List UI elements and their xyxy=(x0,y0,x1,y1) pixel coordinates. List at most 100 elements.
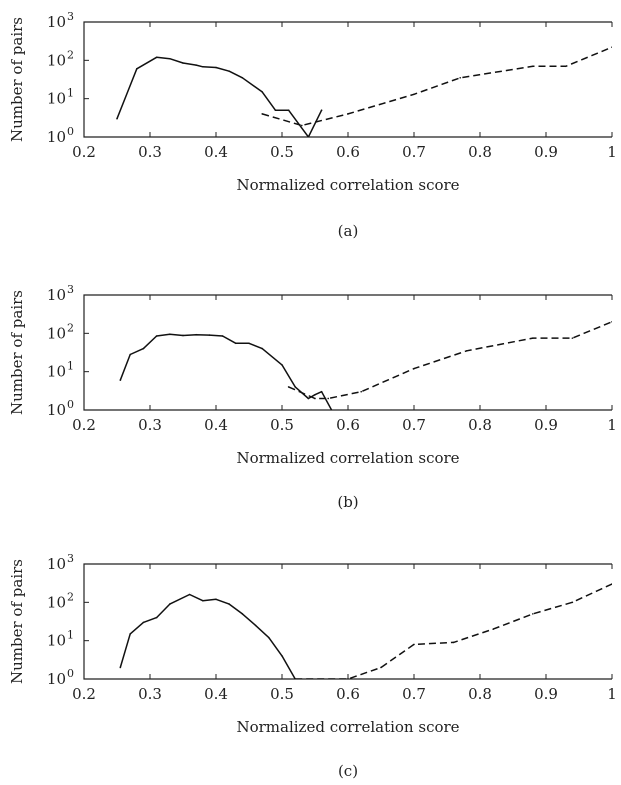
x-tick-label: 0.7 xyxy=(402,416,426,434)
y-tick-exponent: 0 xyxy=(67,667,74,680)
y-tick-label: 10 xyxy=(47,632,66,650)
y-tick-exponent: 1 xyxy=(67,87,74,100)
x-tick-label: 0.2 xyxy=(72,143,96,161)
data-point xyxy=(261,347,264,350)
y-tick-exponent: 2 xyxy=(67,590,74,603)
x-axis-label: Normalized correlation score xyxy=(236,718,459,736)
x-tick-label: 0.2 xyxy=(72,416,96,434)
data-point xyxy=(268,636,270,639)
data-point xyxy=(294,386,297,388)
data-point xyxy=(611,320,612,323)
data-point xyxy=(129,353,131,356)
x-tick-label: 0.5 xyxy=(270,416,294,434)
data-point xyxy=(360,390,363,393)
x-tick-label: 0.7 xyxy=(402,143,426,161)
dashed-series-line xyxy=(261,46,612,127)
data-point xyxy=(155,335,158,337)
y-tick-label: 10 xyxy=(47,51,66,69)
axes-frame xyxy=(83,563,612,680)
data-point xyxy=(492,628,495,630)
y-tick-exponent: 3 xyxy=(67,283,74,296)
data-point xyxy=(314,393,316,396)
x-axis-label: Normalized correlation score xyxy=(236,449,459,467)
data-point xyxy=(281,655,283,657)
data-point xyxy=(466,350,468,352)
y-tick-label: 10 xyxy=(47,324,66,342)
x-tick-label: 0.8 xyxy=(468,416,492,434)
x-tick-label: 0.3 xyxy=(138,685,162,703)
solid-series-line xyxy=(119,593,296,679)
data-point xyxy=(241,613,244,615)
x-tick-label: 0.8 xyxy=(468,143,492,161)
data-point xyxy=(195,333,197,336)
data-point xyxy=(221,335,224,337)
data-point xyxy=(565,65,567,68)
data-point xyxy=(202,65,204,68)
y-tick-label: 10 xyxy=(47,670,66,688)
y-axis-label: Number of pairs xyxy=(8,17,26,142)
data-point xyxy=(287,386,290,388)
y-tick-exponent: 1 xyxy=(67,360,74,373)
x-tick-label: 0.2 xyxy=(72,685,96,703)
data-point xyxy=(155,616,158,619)
x-tick-label: 1 xyxy=(607,685,617,703)
y-tick-label: 10 xyxy=(47,555,66,573)
data-point xyxy=(413,643,415,646)
data-point xyxy=(281,364,283,366)
data-point xyxy=(571,337,574,339)
y-axis-label: Number of pairs xyxy=(8,559,26,684)
solid-series-line xyxy=(116,56,323,137)
y-tick-label: 10 xyxy=(47,593,66,611)
data-point xyxy=(611,583,612,585)
data-point xyxy=(228,70,230,73)
data-point xyxy=(215,66,217,69)
y-axis-label: Number of pairs xyxy=(8,290,26,415)
data-point xyxy=(215,598,217,601)
y-tick-label: 10 xyxy=(47,286,66,304)
data-point xyxy=(202,599,204,602)
x-tick-label: 0.9 xyxy=(534,685,558,703)
data-point xyxy=(261,113,264,115)
data-point xyxy=(169,603,171,605)
data-point xyxy=(208,334,211,336)
data-point xyxy=(169,333,171,335)
x-tick-label: 0.6 xyxy=(336,416,360,434)
solid-series-line xyxy=(119,333,333,410)
x-axis-label: Normalized correlation score xyxy=(236,176,459,194)
y-tick-exponent: 2 xyxy=(67,48,74,61)
data-point xyxy=(532,613,534,615)
y-tick-exponent: 1 xyxy=(67,629,74,642)
x-tick-label: 0.3 xyxy=(138,416,162,434)
data-point xyxy=(182,334,184,337)
data-point xyxy=(413,93,415,96)
data-point xyxy=(274,109,277,112)
data-point xyxy=(347,113,349,115)
x-tick-label: 0.9 xyxy=(534,143,558,161)
y-tick-exponent: 2 xyxy=(67,321,74,334)
data-point xyxy=(142,621,145,624)
data-point xyxy=(169,57,171,60)
data-point xyxy=(287,109,290,112)
axes-frame xyxy=(83,21,612,138)
data-point xyxy=(248,342,250,345)
x-tick-label: 0.5 xyxy=(270,143,294,161)
data-point xyxy=(327,397,330,400)
panel-label: (a) xyxy=(338,222,359,240)
y-tick-label: 10 xyxy=(47,128,66,146)
y-tick-label: 10 xyxy=(47,13,66,31)
data-point xyxy=(307,136,310,137)
data-point xyxy=(413,367,415,370)
data-point xyxy=(182,62,184,64)
data-point xyxy=(261,91,264,93)
data-point xyxy=(294,678,296,679)
x-tick-label: 0.9 xyxy=(534,416,558,434)
data-point xyxy=(380,666,382,669)
x-tick-label: 0.8 xyxy=(468,685,492,703)
data-point xyxy=(452,641,455,644)
data-point xyxy=(307,397,310,400)
data-point xyxy=(532,65,534,68)
